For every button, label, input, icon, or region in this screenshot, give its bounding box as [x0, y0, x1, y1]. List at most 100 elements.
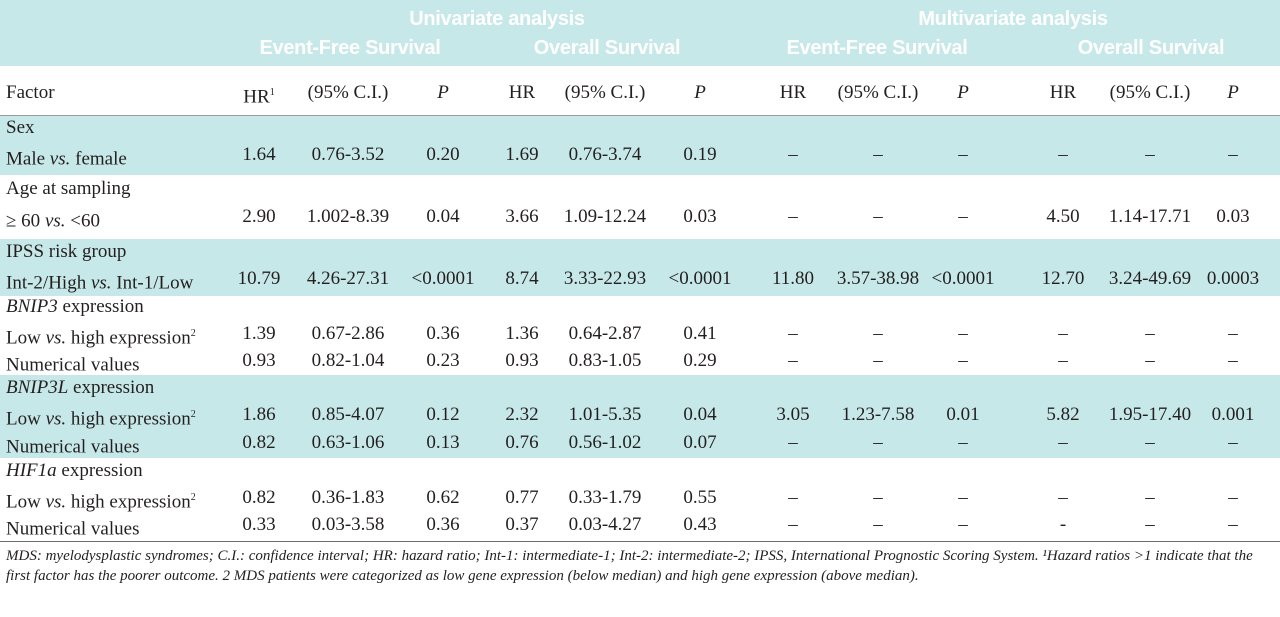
os-multivariate-heading: Overall Survival: [1077, 37, 1225, 59]
table-cell: 1.09-12.24: [563, 206, 647, 227]
table-cell: –: [958, 350, 968, 371]
table-cell: 0.03-3.58: [311, 514, 385, 535]
table-cell: –: [873, 350, 883, 371]
col-p-os-multi: P: [1227, 82, 1239, 103]
table-cell: –: [873, 323, 883, 344]
table-cell: 3.24-49.69: [1108, 268, 1192, 289]
table-cell: 3.05: [776, 404, 810, 425]
table-cell: –: [873, 487, 883, 508]
table-cell: –: [873, 144, 883, 165]
table-cell: –: [1058, 144, 1068, 165]
table-cell: –: [788, 206, 798, 227]
table-cell: 1.36: [505, 323, 539, 344]
table-cell: 0.36: [426, 323, 460, 344]
table-cell: –: [788, 487, 798, 508]
table-cell: 0.001: [1211, 404, 1255, 425]
table-cell: –: [788, 144, 798, 165]
table-cell: 0.04: [426, 206, 460, 227]
row-label: Male vs. female: [6, 148, 127, 170]
table-cell: 0.82: [242, 432, 276, 453]
table-cell: 0.43: [683, 514, 717, 535]
table-cell: –: [873, 514, 883, 535]
col-hr-efs-multi: HR: [779, 82, 807, 103]
table-cell: –: [788, 323, 798, 344]
table-cell: –: [1145, 323, 1155, 344]
table-cell: 0.03: [683, 206, 717, 227]
table-cell: 0.33: [242, 514, 276, 535]
table-cell: –: [1228, 432, 1238, 453]
table-cell: –: [958, 206, 968, 227]
table-cell: 0.03-4.27: [568, 514, 642, 535]
table-cell: 1.95-17.40: [1108, 404, 1192, 425]
table-cell: 0.64-2.87: [568, 323, 642, 344]
col-p-efs-uni: P: [437, 82, 449, 103]
table-cell: 0.12: [426, 404, 460, 425]
row-label: ≥ 60 vs. <60: [6, 210, 100, 232]
table-cell: 1.64: [242, 144, 276, 165]
row-label: Numerical values: [6, 518, 140, 540]
table-bottom-rule: [0, 541, 1280, 542]
group-label-bnip3l: BNIP3L expression: [6, 377, 155, 398]
table-cell: 0.76: [505, 432, 539, 453]
table-cell: –: [788, 350, 798, 371]
table-cell: –: [958, 144, 968, 165]
table-cell: –: [1145, 514, 1155, 535]
header-rule: [0, 115, 1280, 116]
table-cell: –: [1058, 323, 1068, 344]
group-label-age: Age at sampling: [6, 178, 131, 199]
row-label: Numerical values: [6, 354, 140, 376]
table-cell: <0.0001: [668, 268, 732, 289]
table-cell: –: [958, 514, 968, 535]
table-cell: –: [873, 206, 883, 227]
table-cell: 3.66: [505, 206, 539, 227]
group-label-sex: Sex: [6, 117, 35, 138]
table-cell: 0.0003: [1206, 268, 1260, 289]
table-cell: –: [873, 432, 883, 453]
table-cell: 1.01-5.35: [568, 404, 642, 425]
table-cell: 0.76-3.74: [568, 144, 642, 165]
table-cell: <0.0001: [931, 268, 995, 289]
table-cell: 0.33-1.79: [568, 487, 642, 508]
table-cell: 0.85-4.07: [311, 404, 385, 425]
table-cell: 0.63-1.06: [311, 432, 385, 453]
table-cell: 0.19: [683, 144, 717, 165]
table-cell: 0.04: [683, 404, 717, 425]
table-cell: 1.86: [242, 404, 276, 425]
table-cell: –: [1228, 514, 1238, 535]
table-cell: 0.93: [505, 350, 539, 371]
table-cell: –: [1228, 323, 1238, 344]
table-cell: –: [958, 487, 968, 508]
table-cell: 0.29: [683, 350, 717, 371]
table-cell: –: [788, 514, 798, 535]
row-label: Low vs. high expression2: [6, 327, 196, 349]
table-cell: –: [788, 432, 798, 453]
table-cell: 3.33-22.93: [563, 268, 647, 289]
table-cell: 0.93: [242, 350, 276, 371]
table-cell: 11.80: [771, 268, 815, 289]
table-cell: 0.55: [683, 487, 717, 508]
table-cell: 0.77: [505, 487, 539, 508]
row-label: Numerical values: [6, 436, 140, 458]
col-hr-efs-uni: HR1: [243, 86, 275, 108]
row-label: Int-2/High vs. Int-1/Low: [6, 272, 194, 294]
table-cell: –: [1058, 432, 1068, 453]
table-cell: 0.23: [426, 350, 460, 371]
row-band-ipss: [0, 239, 1280, 296]
table-cell: –: [1145, 350, 1155, 371]
table-cell: 0.56-1.02: [568, 432, 642, 453]
table-cell: 0.20: [426, 144, 460, 165]
table-header-band: Univariate analysis Multivariate analysi…: [0, 0, 1280, 66]
table-cell: –: [1145, 487, 1155, 508]
table-cell: 0.36-1.83: [311, 487, 385, 508]
row-band-sex: [0, 116, 1280, 175]
table-cell: 0.37: [505, 514, 539, 535]
col-factor: Factor: [6, 82, 55, 103]
table-cell: 0.76-3.52: [311, 144, 385, 165]
table-cell: 0.07: [683, 432, 717, 453]
table-footnote: MDS: myelodysplastic syndromes; C.I.: co…: [6, 548, 1253, 584]
col-p-efs-multi: P: [957, 82, 969, 103]
table-cell: 0.01: [946, 404, 980, 425]
table-cell: 0.13: [426, 432, 460, 453]
table-cell: 2.32: [505, 404, 539, 425]
table-cell: 12.70: [1041, 268, 1085, 289]
